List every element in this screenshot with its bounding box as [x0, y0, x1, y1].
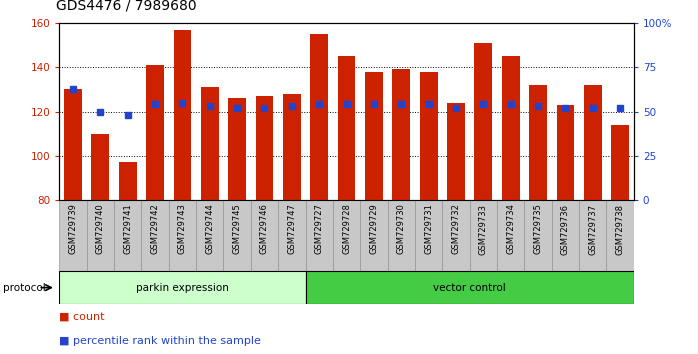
Bar [306, 271, 634, 304]
Bar [333, 200, 360, 271]
Bar [311, 34, 328, 200]
Bar [169, 200, 196, 271]
Text: GSM729732: GSM729732 [452, 204, 461, 255]
Bar [174, 30, 191, 200]
Text: GSM729743: GSM729743 [178, 204, 187, 255]
Bar [283, 94, 301, 200]
Text: GSM729744: GSM729744 [205, 204, 214, 254]
Bar [502, 56, 519, 200]
Bar [196, 200, 223, 271]
Text: ■ count: ■ count [59, 312, 105, 321]
Text: GSM729739: GSM729739 [68, 204, 77, 255]
Bar [91, 133, 110, 200]
Text: parkin expression: parkin expression [136, 282, 229, 293]
Bar [255, 96, 274, 200]
Bar [387, 200, 415, 271]
Bar [146, 65, 164, 200]
Bar [279, 200, 306, 271]
Bar [201, 87, 218, 200]
Text: GSM729735: GSM729735 [533, 204, 542, 255]
Text: vector control: vector control [433, 282, 506, 293]
Bar [611, 125, 629, 200]
Bar [551, 200, 579, 271]
Bar [529, 85, 547, 200]
Bar [497, 200, 524, 271]
Text: GSM729738: GSM729738 [616, 204, 625, 255]
Bar [59, 200, 87, 271]
Bar [607, 200, 634, 271]
Bar [443, 200, 470, 271]
Text: GSM729727: GSM729727 [315, 204, 324, 255]
Bar [584, 85, 602, 200]
Bar [306, 200, 333, 271]
Text: GSM729734: GSM729734 [506, 204, 515, 255]
Text: GDS4476 / 7989680: GDS4476 / 7989680 [56, 0, 196, 12]
Bar [338, 56, 355, 200]
Bar [524, 200, 551, 271]
Bar [223, 200, 251, 271]
Bar [447, 103, 465, 200]
Bar [119, 162, 137, 200]
Bar [579, 200, 607, 271]
Bar [87, 200, 114, 271]
Bar [251, 200, 279, 271]
Text: GSM729737: GSM729737 [588, 204, 597, 255]
Text: GSM729736: GSM729736 [561, 204, 570, 255]
Text: GSM729731: GSM729731 [424, 204, 433, 255]
Bar [365, 72, 383, 200]
Text: ■ percentile rank within the sample: ■ percentile rank within the sample [59, 336, 261, 346]
Bar [419, 72, 438, 200]
Bar [360, 200, 387, 271]
Bar [415, 200, 443, 271]
Bar [392, 69, 410, 200]
Text: GSM729746: GSM729746 [260, 204, 269, 255]
Bar [64, 89, 82, 200]
Bar [556, 105, 574, 200]
Text: GSM729745: GSM729745 [232, 204, 242, 254]
Text: GSM729728: GSM729728 [342, 204, 351, 255]
Bar [142, 200, 169, 271]
Bar [470, 200, 497, 271]
Bar [475, 43, 492, 200]
Text: protocol: protocol [3, 282, 46, 293]
Text: GSM729741: GSM729741 [124, 204, 132, 254]
Text: GSM729733: GSM729733 [479, 204, 488, 255]
Text: GSM729729: GSM729729 [369, 204, 378, 254]
Text: GSM729742: GSM729742 [151, 204, 160, 254]
Bar [114, 200, 142, 271]
Bar [228, 98, 246, 200]
Text: GSM729747: GSM729747 [288, 204, 297, 255]
Bar [59, 271, 306, 304]
Text: GSM729730: GSM729730 [396, 204, 406, 255]
Text: GSM729740: GSM729740 [96, 204, 105, 254]
